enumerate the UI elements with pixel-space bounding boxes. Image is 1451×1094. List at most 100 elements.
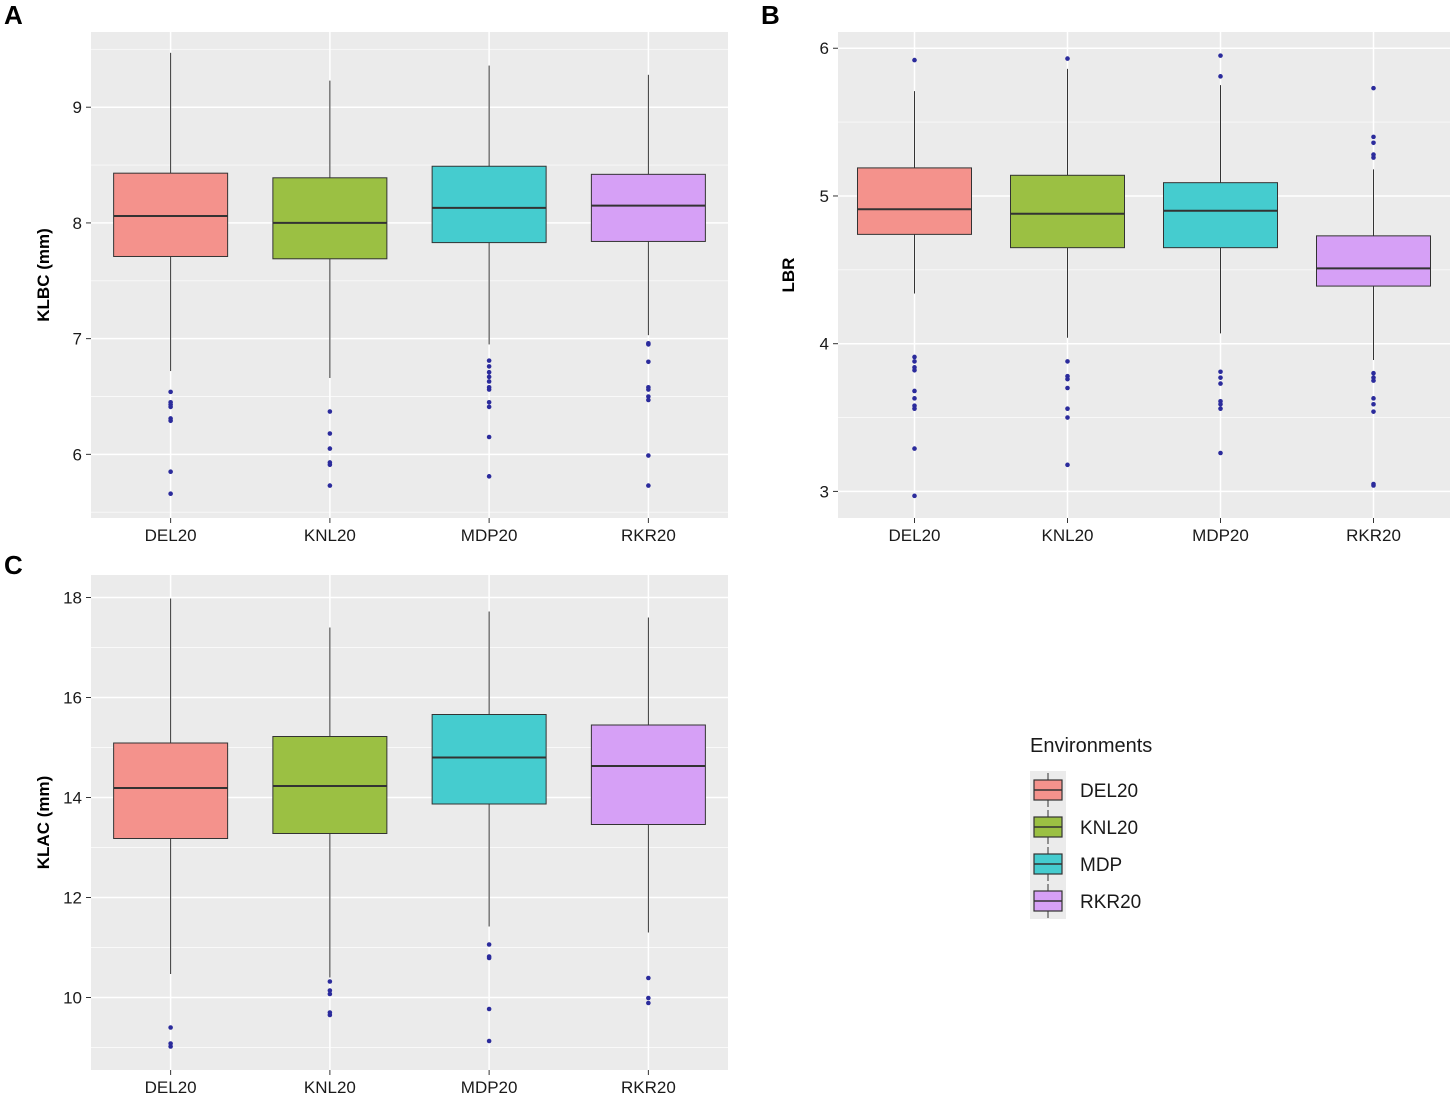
panel-c: C 10 12 14 16 18 DEL20 KNL20 MDP20 RKR20 KLAC (mm) [4,550,728,1094]
outlier-point [168,491,173,497]
x-tick-label: KNL20 [304,526,356,545]
box-del20 [113,598,229,1049]
iqr-box [857,167,972,235]
x-tick-label: KNL20 [304,1078,356,1094]
iqr-box [431,714,547,805]
outlier-point [1065,359,1070,364]
x-tick-label: MDP20 [461,1078,518,1094]
y-tick-label: 18 [63,589,82,608]
box-mdp20 [431,65,547,479]
outlier-point [912,446,917,451]
iqr-box [431,165,547,244]
x-tick-label: DEL20 [145,526,197,545]
outlier-point [912,493,917,499]
outlier-point [327,446,333,451]
outlier-point [1065,406,1070,411]
legend: Environments DEL20 KNL20 MDP RKR20 [1030,735,1152,919]
outlier-point [1371,140,1376,146]
y-tick-label: 16 [63,689,82,708]
outlier-point [486,379,492,384]
iqr-box [1316,235,1431,287]
panel-letter: A [4,0,23,30]
outlier-point [486,942,492,947]
iqr-box [590,173,706,242]
outlier-point [486,369,492,375]
outlier-point [327,991,333,997]
outlier-point [1371,396,1376,401]
outlier-point [1065,56,1070,61]
box-mdp20 [1163,53,1278,456]
outlier-point [646,1000,651,1006]
outlier-point [486,1006,492,1012]
legend-item-rkr20: RKR20 [1033,884,1141,918]
outlier-point [646,359,651,365]
outlier-point [646,342,651,347]
outlier-point [912,57,917,63]
iqr-box [590,724,706,825]
outlier-point [1218,53,1223,58]
legend-item-knl20: KNL20 [1033,810,1138,844]
outlier-point [1218,74,1223,79]
outlier-point [486,955,492,961]
box-del20 [113,52,229,497]
outlier-point [486,474,492,479]
outlier-point [327,409,333,414]
outlier-point [1371,155,1376,160]
y-axis-title: KLAC (mm) [34,776,53,870]
box-mdp20 [431,611,547,1044]
outlier-point [486,374,492,380]
outlier-point [486,399,492,405]
panel-b: B 3 4 5 6 DEL20 KNL20 MDP20 RKR20 LBR [761,0,1450,545]
outlier-point [327,462,333,468]
legend-label: DEL20 [1080,781,1138,802]
outlier-point [912,388,917,394]
x-tick-label: RKR20 [621,1078,676,1094]
outlier-point [1371,85,1376,91]
outlier-point [1218,369,1223,375]
outlier-point [486,1038,492,1044]
legend-label: RKR20 [1080,892,1141,913]
plot-background [91,32,728,518]
legend-label: KNL20 [1080,818,1138,839]
outlier-point [168,1025,173,1030]
y-tick-label: 12 [63,889,82,908]
outlier-point [327,1012,333,1018]
legend-label: MDP [1080,855,1122,876]
outlier-point [912,359,917,364]
y-tick-label: 3 [820,482,829,501]
outlier-point [327,431,333,436]
outlier-point [1371,409,1376,414]
legend-item-mdp: MDP [1033,847,1122,881]
y-tick-label: 8 [73,214,82,233]
x-tick-label: KNL20 [1042,526,1094,545]
outlier-point [1218,450,1223,456]
y-axis-title: LBR [779,258,798,293]
outlier-point [486,364,492,369]
y-tick-label: 10 [63,989,82,1008]
outlier-point [912,406,917,411]
x-tick-label: DEL20 [145,1078,197,1094]
outlier-point [1371,134,1376,140]
legend-item-del20: DEL20 [1033,773,1138,807]
y-axis-title: KLBC (mm) [34,228,53,322]
outlier-point [327,483,333,488]
outlier-point [646,453,651,458]
outlier-point [486,387,492,392]
outlier-point [327,988,333,993]
outlier-point [1218,401,1223,407]
outlier-point [327,979,333,984]
y-tick-label: 7 [73,330,82,349]
outlier-point [168,1044,173,1049]
iqr-box [1163,182,1278,249]
box-rkr20 [590,74,706,488]
iqr-box [113,172,229,257]
box-knl20 [272,627,388,1018]
outlier-point [486,358,492,363]
y-tick-label: 14 [63,789,82,808]
outlier-point [1218,381,1223,386]
outlier-point [646,975,651,981]
outlier-point [1065,376,1070,382]
outlier-point [912,396,917,401]
y-tick-label: 6 [73,445,82,464]
